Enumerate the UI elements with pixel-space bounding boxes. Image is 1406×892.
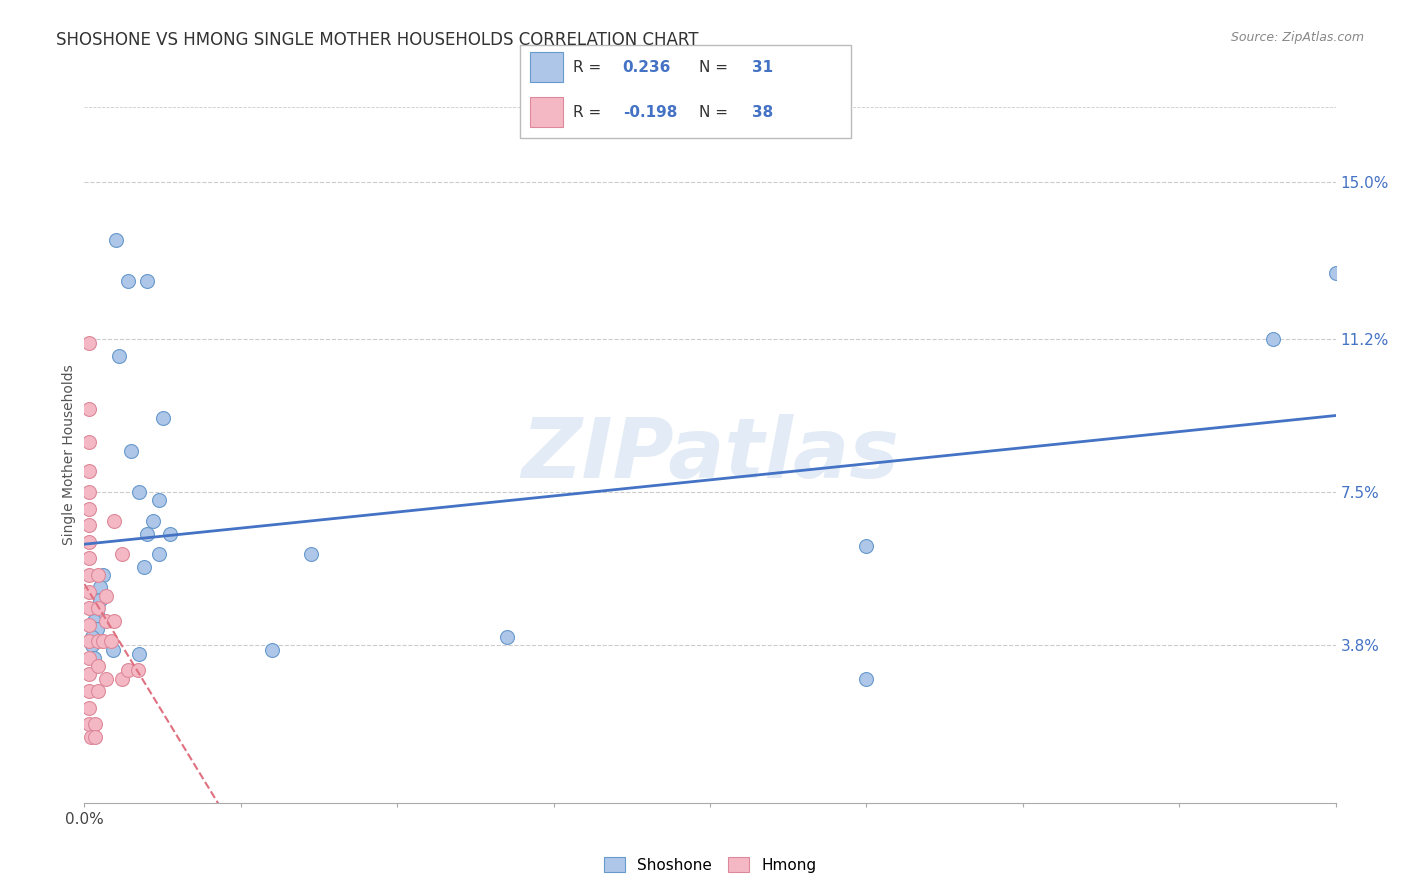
Point [136, 526, 159, 541]
Point [77, 551, 100, 566]
Point [142, 514, 165, 528]
Point [89, 581, 111, 595]
Point [84, 730, 107, 744]
Text: SHOSHONE VS HMONG SINGLE MOTHER HOUSEHOLDS CORRELATION CHART: SHOSHONE VS HMONG SINGLE MOTHER HOUSEHOL… [56, 31, 699, 49]
Point [77, 435, 100, 450]
Point [77, 465, 100, 479]
Point [77, 700, 100, 714]
Point [120, 443, 142, 458]
Point [152, 410, 174, 425]
Legend: Shoshone, Hmong: Shoshone, Hmong [598, 850, 823, 879]
Point [91, 634, 114, 648]
Text: -0.198: -0.198 [623, 104, 678, 120]
Text: ZIPatlas: ZIPatlas [522, 415, 898, 495]
Point [262, 642, 284, 657]
Point [87, 601, 110, 615]
Point [82, 639, 104, 653]
Point [1263, 332, 1285, 346]
Text: R =: R = [574, 60, 606, 75]
Point [91, 568, 114, 582]
Point [77, 336, 100, 351]
Point [107, 349, 129, 363]
Point [77, 584, 100, 599]
Point [111, 672, 134, 686]
Text: N =: N = [699, 60, 733, 75]
Point [87, 684, 110, 698]
Point [77, 634, 100, 648]
Text: 38: 38 [751, 104, 773, 120]
Text: 0.236: 0.236 [623, 60, 671, 75]
Point [128, 647, 150, 661]
Point [86, 622, 108, 636]
Point [77, 651, 100, 665]
Point [96, 614, 118, 628]
Point [855, 672, 877, 686]
Text: N =: N = [699, 104, 733, 120]
Point [77, 667, 100, 681]
Point [77, 518, 100, 533]
Point [77, 535, 100, 549]
Point [77, 617, 100, 632]
Point [148, 493, 170, 508]
Point [89, 592, 111, 607]
Point [159, 526, 181, 541]
Point [495, 630, 517, 644]
Bar [530, 52, 564, 82]
Point [136, 274, 159, 288]
Point [79, 730, 101, 744]
Point [87, 568, 110, 582]
Point [104, 233, 127, 247]
Point [77, 684, 100, 698]
Point [132, 559, 155, 574]
Point [103, 514, 125, 528]
Point [96, 589, 118, 603]
Point [83, 614, 105, 628]
Point [128, 485, 150, 500]
Bar [530, 97, 564, 127]
Point [77, 717, 100, 731]
Point [77, 485, 100, 500]
Point [77, 568, 100, 582]
Point [299, 547, 322, 561]
Text: Source: ZipAtlas.com: Source: ZipAtlas.com [1230, 31, 1364, 45]
Point [100, 634, 122, 648]
Point [87, 634, 110, 648]
Point [96, 672, 118, 686]
Point [101, 642, 124, 657]
Point [87, 659, 110, 673]
Point [148, 547, 170, 561]
Point [117, 663, 139, 677]
Point [84, 717, 107, 731]
Point [1324, 266, 1347, 280]
Point [83, 651, 105, 665]
Point [86, 605, 108, 619]
Point [117, 274, 139, 288]
Point [127, 663, 149, 677]
Point [103, 614, 125, 628]
Text: R =: R = [574, 104, 606, 120]
Point [77, 501, 100, 516]
Y-axis label: Single Mother Households: Single Mother Households [62, 365, 76, 545]
Point [855, 539, 877, 553]
Point [82, 630, 104, 644]
Point [111, 547, 134, 561]
Point [77, 601, 100, 615]
Point [77, 402, 100, 417]
Text: 31: 31 [751, 60, 773, 75]
